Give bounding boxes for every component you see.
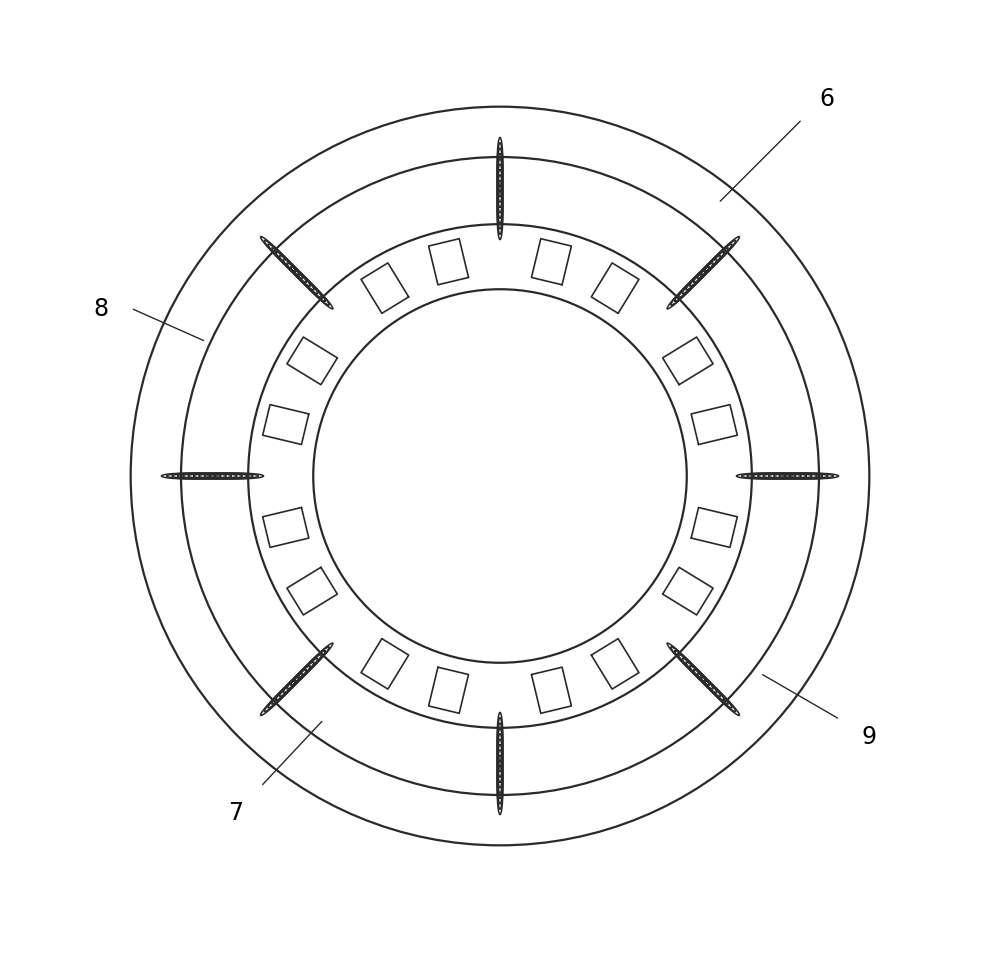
Text: 9: 9: [862, 724, 877, 748]
Text: 6: 6: [820, 87, 835, 112]
Text: 8: 8: [94, 296, 109, 321]
Text: 7: 7: [228, 800, 243, 824]
